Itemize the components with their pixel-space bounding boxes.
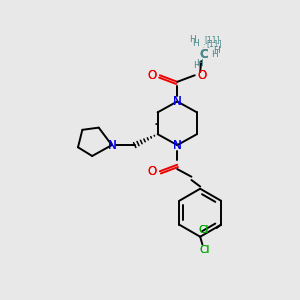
Text: H: H bbox=[189, 35, 196, 44]
Text: Cl: Cl bbox=[198, 225, 209, 235]
Text: O: O bbox=[198, 69, 207, 82]
Text: O: O bbox=[148, 165, 157, 178]
Text: [11]: [11] bbox=[204, 35, 220, 44]
Text: O: O bbox=[148, 165, 157, 178]
Text: H: H bbox=[211, 50, 218, 59]
Text: N: N bbox=[173, 95, 182, 108]
Text: N: N bbox=[107, 139, 116, 152]
Text: Cl: Cl bbox=[200, 245, 210, 255]
Text: H: H bbox=[192, 39, 199, 48]
Text: O: O bbox=[148, 69, 157, 82]
Text: H: H bbox=[194, 61, 200, 70]
Text: O: O bbox=[198, 69, 207, 82]
Text: ·: · bbox=[202, 46, 204, 50]
Text: ·: · bbox=[202, 41, 205, 50]
Text: N: N bbox=[173, 95, 182, 108]
Text: N: N bbox=[107, 139, 116, 152]
Text: N: N bbox=[173, 139, 182, 152]
Text: O: O bbox=[148, 69, 157, 82]
Text: ·: · bbox=[153, 118, 158, 133]
Text: Cl: Cl bbox=[198, 225, 209, 235]
Text: N: N bbox=[173, 139, 182, 152]
Text: H: H bbox=[213, 46, 220, 55]
Text: H: H bbox=[196, 59, 202, 68]
Text: C: C bbox=[199, 48, 208, 61]
Text: [11]: [11] bbox=[207, 39, 222, 48]
Text: C: C bbox=[199, 48, 208, 61]
Text: Cl: Cl bbox=[200, 245, 210, 255]
